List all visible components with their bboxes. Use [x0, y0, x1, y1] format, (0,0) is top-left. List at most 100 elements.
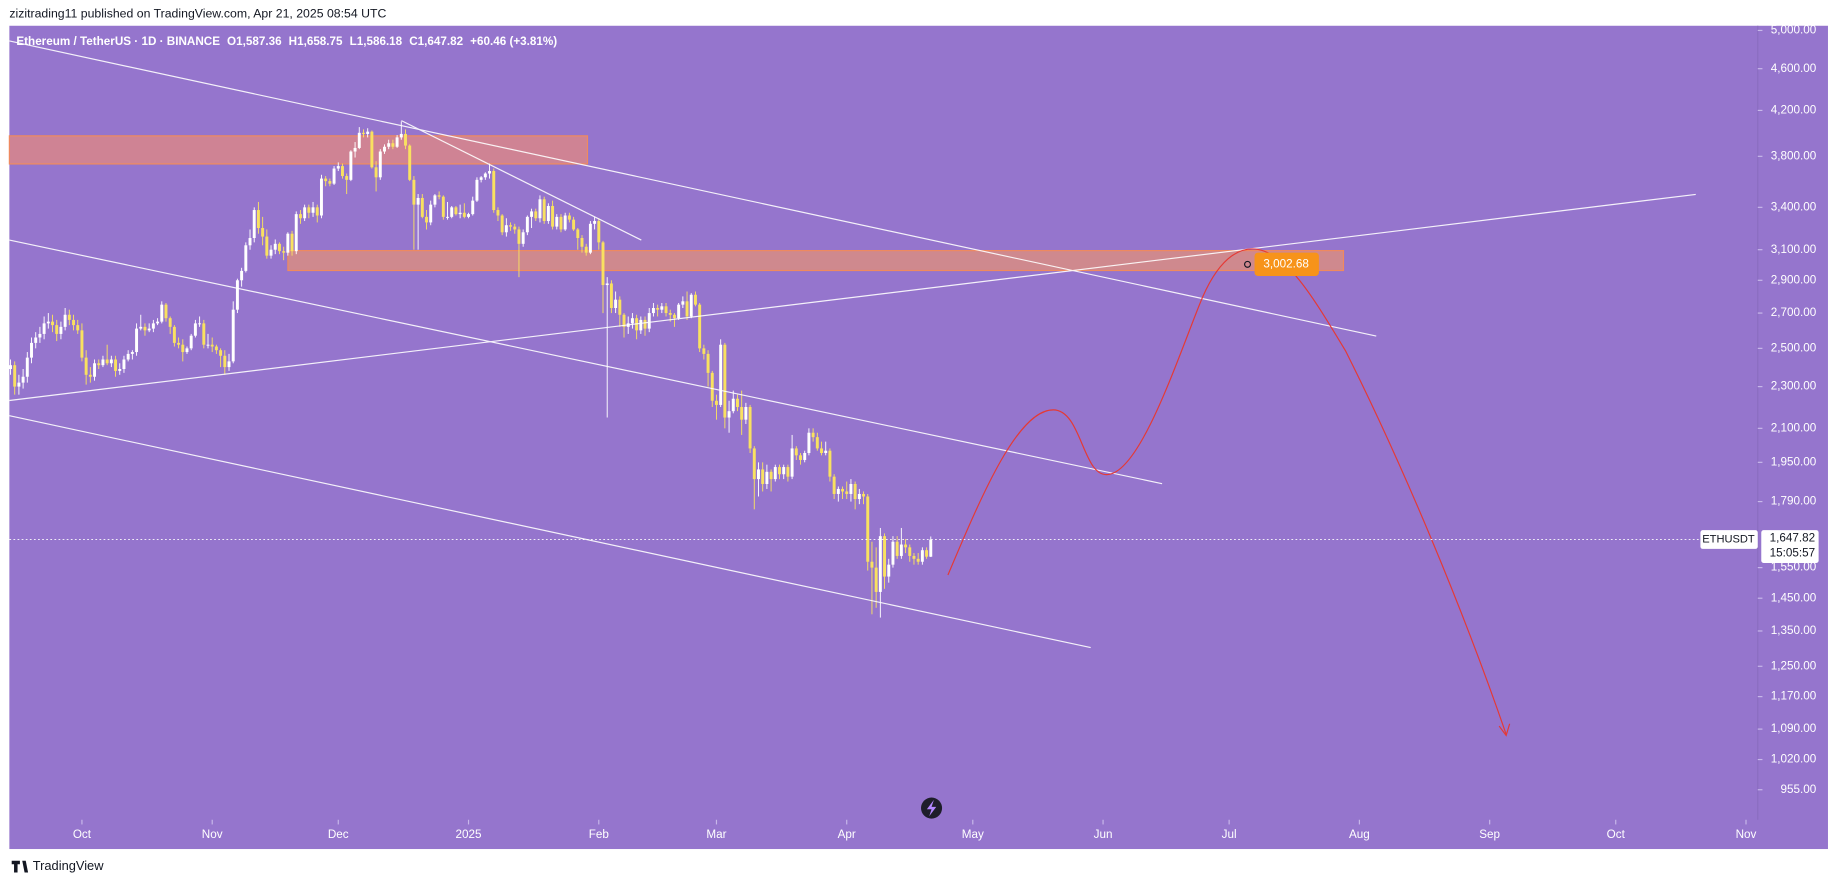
candle-body — [425, 216, 428, 223]
y-tick-label: 2,500.00 — [1771, 341, 1817, 354]
candle-body — [580, 238, 584, 247]
candle-body — [483, 173, 487, 178]
candle-body — [782, 467, 786, 475]
candle-body — [710, 372, 714, 401]
candle-body — [210, 344, 214, 347]
candle-body — [21, 376, 25, 383]
y-tick-label: 4,600.00 — [1771, 62, 1817, 75]
candle-body — [51, 321, 54, 326]
candle-body — [122, 359, 126, 370]
x-tick-label: Apr — [838, 828, 856, 841]
candle-body — [290, 233, 294, 252]
footer-bar — [0, 851, 1835, 883]
candle-body — [156, 321, 160, 324]
target-point — [1244, 260, 1252, 268]
candle-body — [773, 467, 777, 480]
candle-body — [853, 483, 857, 500]
candle-body — [593, 221, 597, 224]
x-tick-label: Jul — [1222, 828, 1237, 841]
candle-body — [34, 337, 38, 343]
candle-body — [408, 145, 412, 180]
logo — [11, 860, 29, 873]
candle-body — [84, 357, 88, 375]
candle-body — [664, 306, 668, 314]
candle-body — [55, 325, 59, 334]
candle-body — [685, 301, 689, 317]
candle-body — [395, 137, 399, 147]
candle-body — [265, 236, 269, 256]
candle-body — [765, 471, 769, 484]
candle-body — [517, 229, 521, 244]
candle-body — [441, 196, 445, 217]
candle-body — [340, 166, 344, 177]
candle-body — [114, 359, 118, 371]
candle-body — [168, 318, 172, 327]
y-tick-label: 1,170.00 — [1771, 690, 1817, 703]
countdown: 15:05:57 — [1770, 547, 1815, 560]
candle-body — [319, 178, 323, 216]
candle-body — [353, 147, 357, 152]
candle-body — [866, 496, 870, 562]
candle-body — [530, 211, 534, 217]
candle-body — [240, 270, 244, 281]
candle-body — [151, 323, 155, 329]
candle-body — [891, 541, 895, 565]
candle-body — [925, 550, 929, 557]
candle-body — [744, 406, 748, 420]
symbol-header: Ethereum / TetherUS · 1D · BINANCE O1,587… — [16, 35, 557, 48]
candle-body — [93, 363, 97, 377]
candle-body — [811, 432, 815, 438]
candle-body — [214, 346, 218, 351]
candle-body — [286, 233, 290, 253]
candle-body — [446, 216, 449, 218]
candle-body — [862, 493, 866, 497]
candle-body — [387, 143, 391, 147]
candle-body — [832, 476, 836, 494]
candle-body — [904, 544, 908, 548]
candle-body — [883, 536, 887, 577]
candle-body — [878, 536, 882, 592]
candle-body — [332, 168, 336, 184]
candle-body — [76, 325, 80, 331]
footer-brand: TradingView — [33, 858, 104, 873]
candle-body — [135, 328, 139, 353]
candle-body — [311, 207, 315, 213]
candle-body — [815, 437, 819, 449]
candle-body — [277, 243, 281, 252]
candle-body — [488, 171, 492, 174]
channel-top — [9, 40, 1377, 337]
candle-body — [97, 363, 101, 366]
candle-body — [118, 369, 122, 371]
candle-body — [252, 210, 256, 239]
candle-body — [555, 216, 559, 227]
candle-body — [315, 207, 319, 216]
channel-mid — [9, 239, 1163, 485]
symbol-tag-bg — [1700, 530, 1758, 549]
candle-body — [63, 314, 67, 327]
candle-body — [719, 344, 723, 405]
candle-body — [912, 555, 916, 559]
rising-line — [9, 193, 1696, 402]
candle-body — [378, 151, 382, 178]
candle-body — [601, 242, 605, 286]
candle-body — [282, 251, 286, 253]
x-tick-label: Jun — [1094, 828, 1113, 841]
candle-body — [647, 313, 651, 329]
candle-body — [849, 483, 853, 494]
candle-body — [681, 301, 685, 305]
candle-body — [429, 204, 433, 223]
y-tick-label: 1,790.00 — [1771, 495, 1817, 508]
candle-body — [450, 207, 454, 217]
candle-body — [404, 133, 407, 146]
candle-body — [757, 469, 760, 480]
candle-body — [677, 304, 681, 319]
candle-body — [105, 359, 109, 364]
candle-body — [668, 313, 672, 315]
candle-body — [462, 212, 466, 217]
candle-body — [88, 374, 92, 377]
candle-body — [17, 382, 21, 387]
candle-body — [336, 166, 340, 169]
candle-body — [126, 353, 130, 360]
candle-body — [160, 304, 164, 322]
